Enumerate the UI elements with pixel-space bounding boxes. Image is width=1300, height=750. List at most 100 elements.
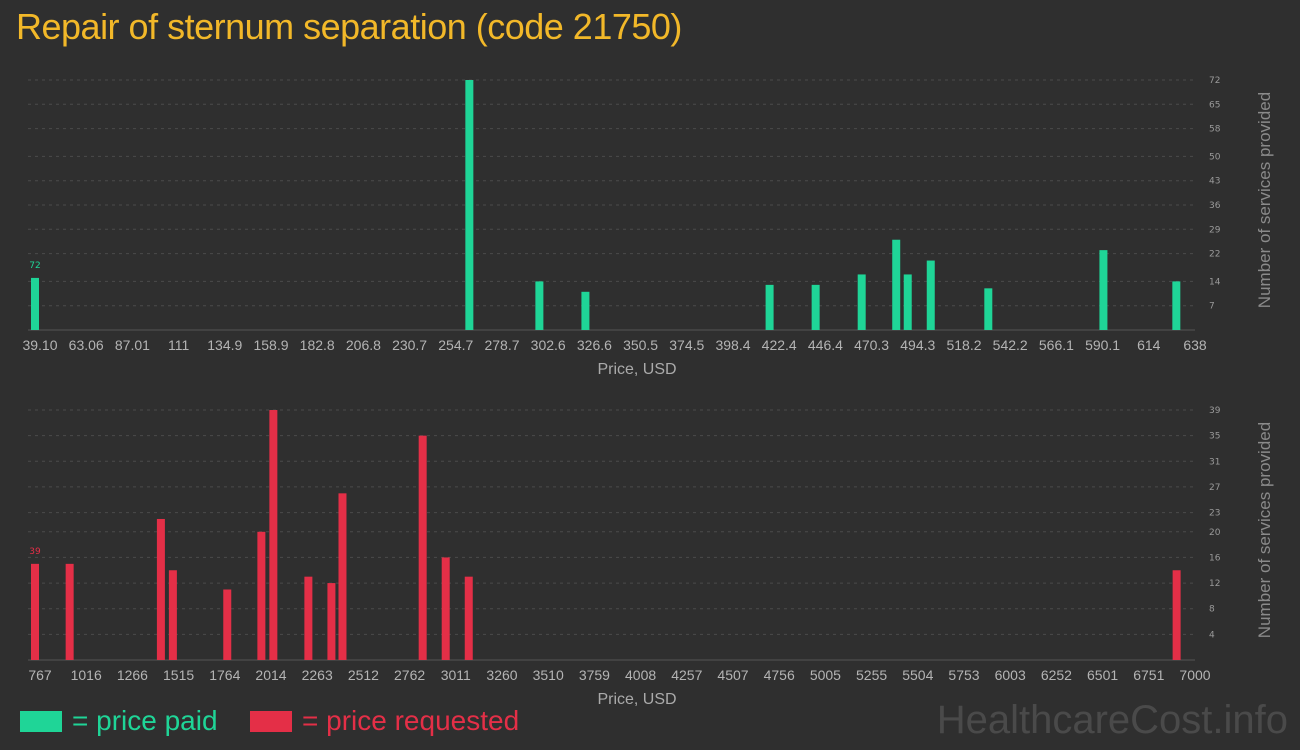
paid-x-tick-label: 158.9 [253, 337, 288, 353]
paid-x-tick-label: 446.4 [808, 337, 843, 353]
requested-y-axis-label: Number of services provided [1255, 422, 1274, 638]
requested-y-tick-label: 16 [1209, 553, 1221, 563]
paid-x-tick-label: 350.5 [623, 337, 658, 353]
requested-x-tick-label: 2512 [348, 667, 379, 683]
paid-bar [765, 284, 774, 330]
legend-paid: = price paid [20, 705, 218, 737]
requested-x-tick-label: 6751 [1133, 667, 1164, 683]
requested-x-tick-label: 3011 [441, 667, 471, 683]
paid-x-tick-label: 326.6 [577, 337, 612, 353]
requested-x-tick-label: 3759 [579, 667, 610, 683]
paid-y-tick-label: 58 [1209, 125, 1221, 135]
requested-y-tick-label: 23 [1209, 509, 1220, 519]
requested-bar [156, 518, 165, 660]
paid-x-tick-label: 230.7 [392, 337, 427, 353]
requested-x-tick-label: 3260 [486, 667, 517, 683]
requested-bar [168, 570, 177, 660]
requested-bar [418, 435, 427, 660]
paid-x-tick-label: 134.9 [207, 337, 242, 353]
paid-y-tick-label: 43 [1209, 177, 1220, 187]
paid-y-axis-label: Number of services provided [1255, 92, 1274, 308]
requested-x-tick-label: 1266 [117, 667, 148, 683]
paid-bar [811, 284, 820, 330]
paid-x-tick-label: 422.4 [762, 337, 797, 353]
requested-x-tick-label: 4257 [671, 667, 702, 683]
requested-y-tick-label: 8 [1209, 605, 1215, 615]
paid-bar [465, 80, 474, 330]
requested-bar [338, 493, 347, 660]
paid-x-tick-label: 39.10 [22, 337, 57, 353]
requested-x-tick-label: 6003 [995, 667, 1026, 683]
paid-y-tick-label: 29 [1209, 225, 1221, 235]
paid-bar [581, 291, 590, 330]
requested-bar [257, 531, 266, 660]
requested-y-tick-label: 39 [1209, 406, 1221, 416]
requested-x-tick-label: 5504 [902, 667, 933, 683]
legend-requested-swatch [250, 711, 292, 732]
requested-x-tick-label: 6501 [1087, 667, 1118, 683]
paid-x-tick-label: 302.6 [531, 337, 566, 353]
paid-x-tick-label: 638 [1183, 337, 1207, 353]
legend-requested: = price requested [250, 705, 519, 737]
paid-bar [892, 239, 901, 330]
requested-x-tick-label: 6252 [1041, 667, 1072, 683]
paid-x-tick-label: 494.3 [900, 337, 935, 353]
paid-x-tick-label: 542.2 [993, 337, 1028, 353]
requested-x-tick-label: 5255 [856, 667, 887, 683]
requested-x-axis-label: Price, USD [597, 691, 676, 708]
paid-y-tick-label: 72 [1209, 76, 1220, 86]
paid-x-tick-label: 87.01 [115, 337, 150, 353]
requested-bar [327, 583, 336, 660]
paid-x-tick-label: 254.7 [438, 337, 473, 353]
requested-bar [65, 563, 74, 660]
requested-x-tick-label: 4756 [764, 667, 795, 683]
paid-x-tick-label: 614 [1137, 337, 1161, 353]
paid-x-tick-label: 206.8 [346, 337, 381, 353]
paid-y-tick-label: 22 [1209, 250, 1220, 260]
legend-paid-label: = price paid [72, 705, 218, 736]
requested-y-tick-label: 12 [1209, 579, 1220, 589]
paid-x-axis-label: Price, USD [597, 361, 676, 378]
requested-y-tick-label: 31 [1209, 457, 1220, 467]
paid-x-tick-label: 111 [168, 337, 189, 353]
paid-x-tick-label: 566.1 [1039, 337, 1074, 353]
paid-bar [984, 288, 993, 330]
requested-bar [223, 589, 232, 660]
paid-y-tick-label: 7 [1209, 302, 1215, 312]
requested-bar [31, 563, 39, 660]
requested-x-tick-label: 2014 [255, 667, 286, 683]
paid-x-tick-label: 63.06 [69, 337, 104, 353]
paid-bar [857, 274, 866, 330]
paid-bar [535, 281, 544, 330]
paid-bar [903, 274, 912, 330]
paid-x-tick-label: 374.5 [669, 337, 704, 353]
requested-bar [1172, 570, 1181, 660]
paid-x-tick-label: 398.4 [715, 337, 750, 353]
paid-y-tick-label: 14 [1209, 277, 1221, 287]
requested-y-tick-label: 35 [1209, 432, 1220, 442]
paid-x-tick-label: 590.1 [1085, 337, 1120, 353]
requested-x-tick-label: 2762 [394, 667, 425, 683]
requested-bar [269, 410, 278, 660]
legend-paid-swatch [20, 711, 62, 732]
paid-bar [1099, 250, 1108, 330]
requested-y-tick-label: 4 [1209, 630, 1215, 640]
paid-y-tick-label: 36 [1209, 201, 1221, 211]
requested-x-tick-label: 4008 [625, 667, 656, 683]
requested-x-tick-label: 4507 [717, 667, 748, 683]
requested-x-tick-label: 1515 [163, 667, 194, 683]
requested-max-value-label: 39 [29, 547, 41, 557]
legend-requested-label: = price requested [302, 705, 520, 736]
requested-x-tick-label: 1016 [71, 667, 102, 683]
requested-x-tick-label: 2263 [302, 667, 333, 683]
requested-x-tick-label: 5753 [948, 667, 979, 683]
requested-y-tick-label: 20 [1209, 528, 1221, 538]
paid-max-value-label: 72 [29, 261, 40, 271]
requested-bar [441, 557, 450, 660]
requested-x-tick-label: 5005 [810, 667, 841, 683]
requested-y-tick-label: 27 [1209, 483, 1220, 493]
paid-y-tick-label: 50 [1209, 152, 1221, 162]
requested-x-tick-label: 767 [28, 667, 52, 683]
paid-x-tick-label: 182.8 [300, 337, 335, 353]
